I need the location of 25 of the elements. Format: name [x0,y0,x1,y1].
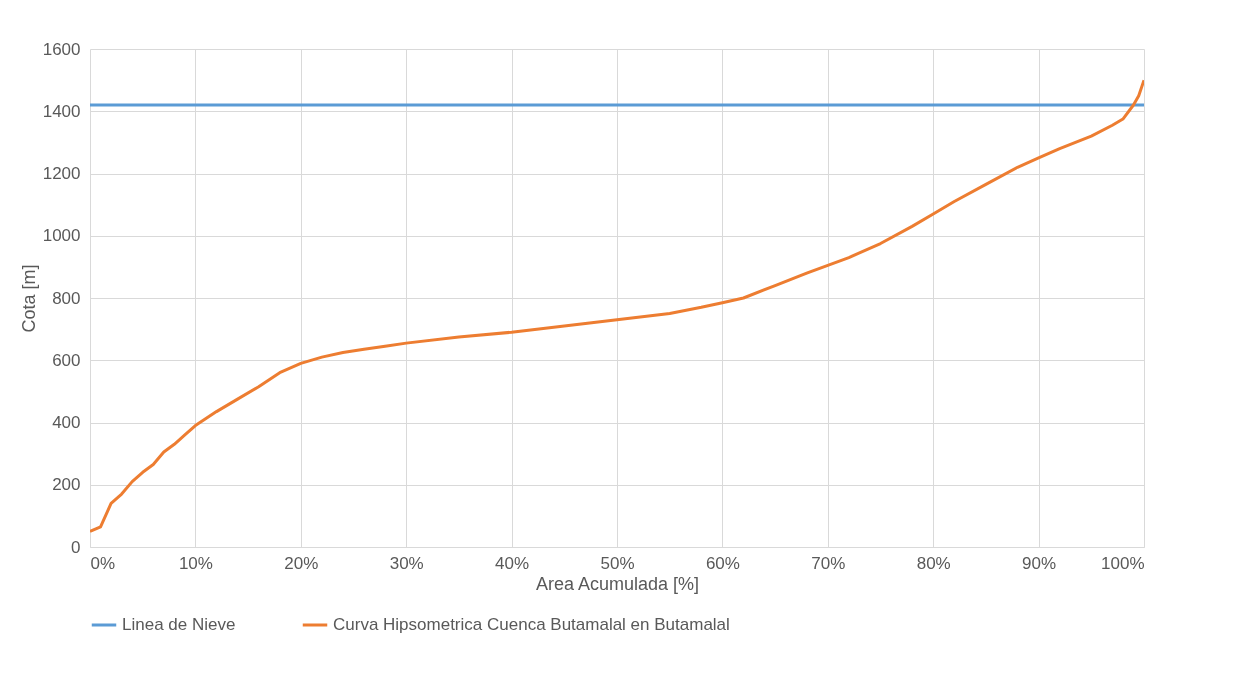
x-tick-label: 0% [90,553,116,573]
y-tick-label: 1200 [42,164,81,183]
x-tick-label: 70% [811,553,846,573]
y-tick-label: 600 [52,350,81,370]
x-tick-label: 80% [916,553,951,573]
x-tick-label: 40% [495,553,530,573]
x-tick-label: 20% [284,553,319,573]
x-tick-label: 100% [1101,553,1145,573]
legend-label: Linea de Nieve [122,615,236,634]
y-axis-title: Cota [m] [18,264,39,333]
y-tick-label: 0 [71,537,81,557]
x-tick-label: 90% [1022,553,1057,573]
y-tick-label: 1600 [42,39,81,59]
legend-label: Curva Hipsometrica Cuenca Butamalal en Butamalal [333,615,730,634]
x-tick-label: 60% [705,553,740,573]
y-tick-label: 1400 [42,101,81,121]
y-tick-label: 800 [52,288,81,308]
x-axis-title: Area Acumulada [%] [535,573,700,594]
y-tick-label: 400 [52,413,81,432]
y-tick-label: 200 [52,475,81,495]
line-series [90,78,1144,533]
y-tick-label: 1000 [42,226,81,246]
x-tick-label: 30% [389,553,424,573]
x-tick-label: 10% [178,553,213,573]
x-tick-label: 50% [600,553,635,573]
